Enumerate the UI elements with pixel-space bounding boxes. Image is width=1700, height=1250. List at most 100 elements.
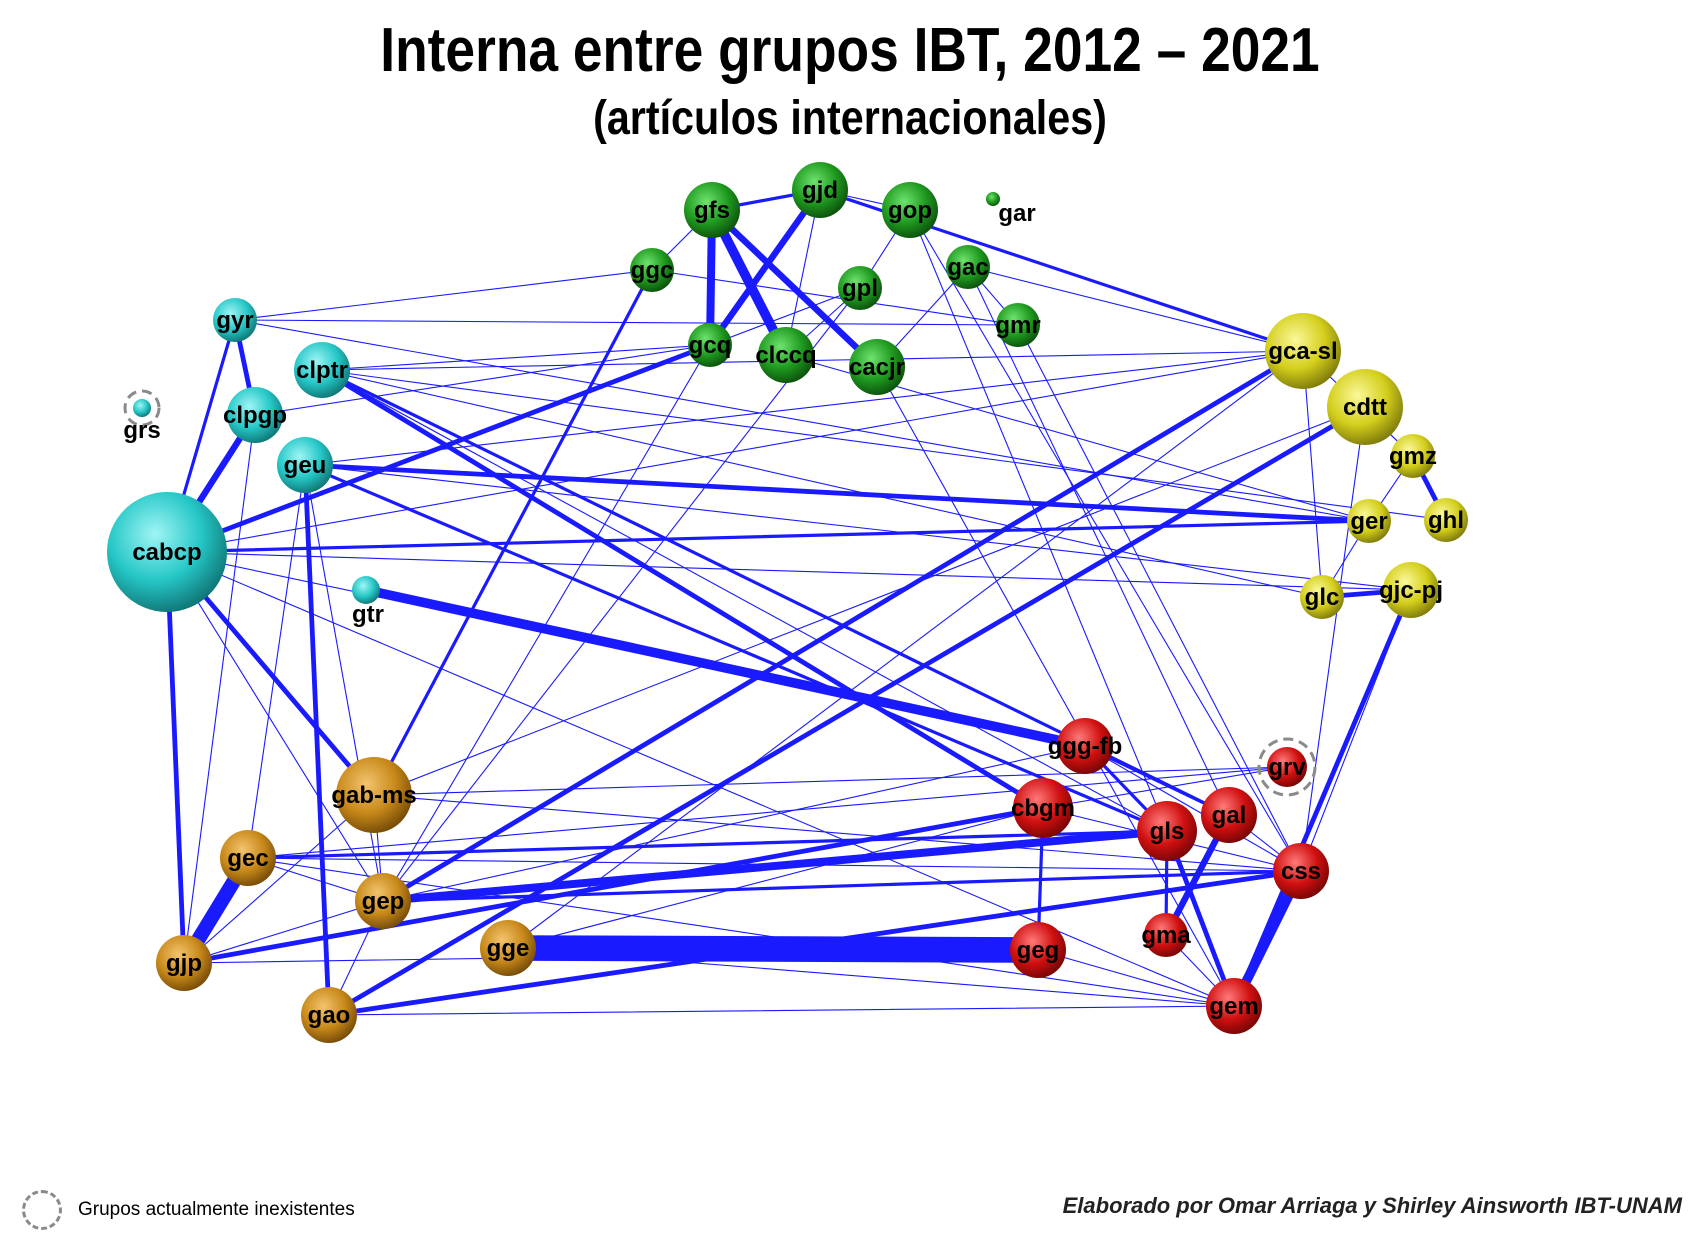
node-circle-glc — [1300, 575, 1344, 619]
node-circle-gac — [946, 245, 990, 289]
node-ggc: ggc — [630, 248, 674, 292]
node-clccq: clccq — [755, 327, 817, 383]
edge-gab-ms-grv — [373, 766, 1288, 796]
node-circle-gjp — [156, 935, 212, 991]
node-label-gab-ms: gab-ms — [331, 782, 416, 809]
edge-gjc-pj-geu — [304, 464, 1412, 591]
edge-clptr-gcq — [321, 344, 711, 371]
node-label-gac: gac — [947, 254, 988, 281]
node-label-gge: gge — [487, 935, 530, 962]
node-label-gop: gop — [888, 197, 932, 224]
node-circle-geu — [277, 437, 333, 493]
node-circle-gmr — [996, 303, 1040, 347]
node-label-grv: grv — [1268, 754, 1306, 781]
edge-cabcp-gjc-pj — [166, 551, 1412, 591]
node-ghl: ghl — [1424, 498, 1468, 542]
page-title: Interna entre grupos IBT, 2012 – 2021 — [380, 16, 1320, 85]
legend: Grupos actualmente inexistentes — [22, 1185, 355, 1235]
node-circle-gab-ms — [336, 757, 412, 833]
edge-clptr-gls — [321, 369, 1168, 832]
edge-gjc-pj-css — [1300, 589, 1412, 872]
node-circle-gjc-pj — [1383, 562, 1439, 618]
node-label-gpl: gpl — [842, 275, 878, 302]
node-clptr: clptr — [294, 342, 350, 398]
edge-cabcp-ger — [165, 519, 1371, 554]
node-grv: grv — [1257, 737, 1317, 797]
node-ger: ger — [1347, 499, 1391, 543]
edge-gpl-gep — [382, 287, 861, 902]
node-circle-ghl — [1424, 498, 1468, 542]
node-label-gar: gar — [998, 200, 1035, 227]
node-label-glc: glc — [1305, 584, 1340, 611]
node-gop: gop — [882, 182, 938, 238]
node-label-grs: grs — [123, 417, 160, 444]
node-gmz: gmz — [1389, 434, 1437, 478]
node-gec: gec — [220, 830, 276, 886]
edge-geu-gca-sl — [304, 350, 1304, 466]
edge-gls-gem — [1164, 828, 1237, 1009]
edge-gep-ggg-fb — [382, 745, 1086, 902]
edge-gec-gem — [247, 857, 1235, 1007]
node-geu: geu — [277, 437, 333, 493]
edge-gca-sl-glc — [1302, 350, 1323, 598]
page-subtitle: (artículos internacionales) — [593, 92, 1107, 145]
edge-grv-gec — [247, 766, 1288, 859]
node-label-gtr: gtr — [352, 601, 384, 628]
node-label-gcq: gcq — [689, 332, 732, 359]
edge-gop-css — [909, 209, 1302, 872]
node-label-gem: gem — [1209, 993, 1258, 1020]
node-circle-gtr — [352, 576, 380, 604]
edge-cdtt-gao — [326, 404, 1368, 1018]
node-gca-sl: gca-sl — [1265, 313, 1341, 389]
node-circle-gyr — [213, 298, 257, 342]
node-circle-gpl — [838, 266, 882, 310]
node-circle-gmz — [1391, 434, 1435, 478]
edge-clptr-cbgm — [319, 367, 1046, 811]
node-gfs: gfs — [684, 182, 740, 238]
node-label-gma: gma — [1141, 922, 1191, 949]
node-label-clccq: clccq — [755, 342, 816, 369]
node-circle-gma — [1144, 913, 1188, 957]
node-gar: gar — [986, 192, 1036, 227]
edge-gjd-gcq — [706, 186, 824, 349]
node-label-gjp: gjp — [166, 950, 202, 977]
node-gma: gma — [1141, 913, 1191, 957]
edge-cdtt-gab-ms — [373, 406, 1366, 796]
edge-gyr-ggc — [234, 269, 653, 321]
credit-text: Elaborado por Omar Arriaga y Shirley Ain… — [1062, 1193, 1682, 1218]
node-circle-css — [1273, 843, 1329, 899]
node-circle-grv — [1267, 747, 1307, 787]
edge-gep-css — [381, 869, 1303, 903]
edge-clpgp-gjp — [183, 414, 256, 964]
node-circle-gop — [882, 182, 938, 238]
node-ggg-fb: ggg-fb — [1048, 718, 1122, 774]
edge-gfs-cacjr — [708, 206, 881, 371]
node-gpl: gpl — [838, 266, 882, 310]
edge-gab-ms-gjp — [183, 794, 375, 964]
edge-geg-gem — [1037, 949, 1235, 1007]
node-gjp: gjp — [156, 935, 212, 991]
edge-ggc-gab-ms — [372, 268, 654, 797]
edge-gjp-gep — [183, 900, 384, 964]
edges-layer — [163, 186, 1449, 1018]
edge-geu-gls — [303, 463, 1169, 833]
node-gmr: gmr — [995, 303, 1041, 347]
node-label-gec: gec — [227, 845, 268, 872]
node-circle-clpgp — [227, 387, 283, 443]
node-circle-gao — [301, 987, 357, 1043]
edge-gtr-ggg-fb — [361, 585, 1090, 751]
node-label-geu: geu — [284, 452, 327, 479]
node-gyr: gyr — [213, 298, 257, 342]
edge-cabcp-gjp — [164, 549, 187, 966]
inactive-ring-grs — [123, 389, 161, 427]
node-circle-grs — [133, 399, 151, 417]
node-circle-gem — [1206, 978, 1262, 1034]
node-label-ggc: ggc — [631, 257, 674, 284]
node-circle-ggg-fb — [1057, 718, 1113, 774]
edge-gca-sl-gge — [507, 350, 1304, 949]
node-circle-clccq — [758, 327, 814, 383]
inactive-ring-grv — [1257, 737, 1317, 797]
node-geg: geg — [1010, 922, 1066, 978]
node-label-gca-sl: gca-sl — [1268, 338, 1337, 365]
